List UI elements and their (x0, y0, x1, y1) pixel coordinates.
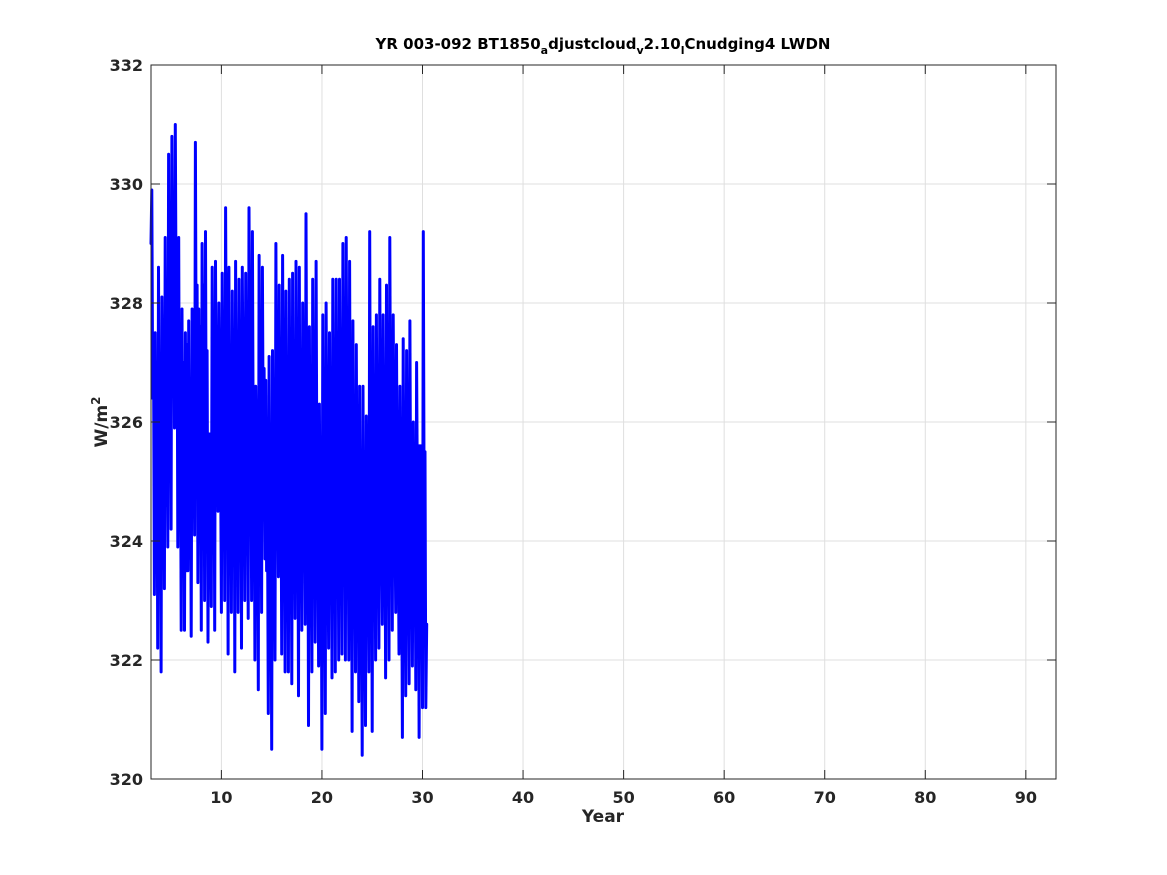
x-tick-label: 90 (1015, 788, 1037, 807)
y-tick-labels: 320 322 324 326 328 330 332 (110, 56, 143, 789)
x-tick-label: 80 (914, 788, 936, 807)
x-tick-label: 70 (814, 788, 836, 807)
x-tick-labels: 10 20 30 40 50 60 70 80 90 (210, 788, 1037, 807)
x-tick-label: 40 (512, 788, 534, 807)
y-tick-label: 320 (110, 770, 143, 789)
x-axis-label: Year (581, 807, 625, 827)
x-tick-label: 60 (713, 788, 735, 807)
series-line (149, 123, 429, 757)
y-tick-label: 322 (110, 651, 143, 670)
x-tick-label: 50 (612, 788, 634, 807)
x-tick-label: 10 (210, 788, 232, 807)
series-group (149, 123, 429, 757)
y-axis-label: W/m2 (89, 396, 112, 447)
y-tick-label: 326 (110, 413, 143, 432)
y-tick-label: 332 (110, 56, 143, 75)
x-tick-label: 20 (311, 788, 333, 807)
x-tick-label: 30 (411, 788, 433, 807)
chart-title: YR 003-092 BT1850adjustcloudv2.10lCnudgi… (375, 35, 831, 57)
y-tick-label: 328 (110, 294, 143, 313)
y-tick-label: 330 (110, 175, 143, 194)
y-tick-label: 324 (110, 532, 143, 551)
tick-marks (151, 64, 1056, 780)
